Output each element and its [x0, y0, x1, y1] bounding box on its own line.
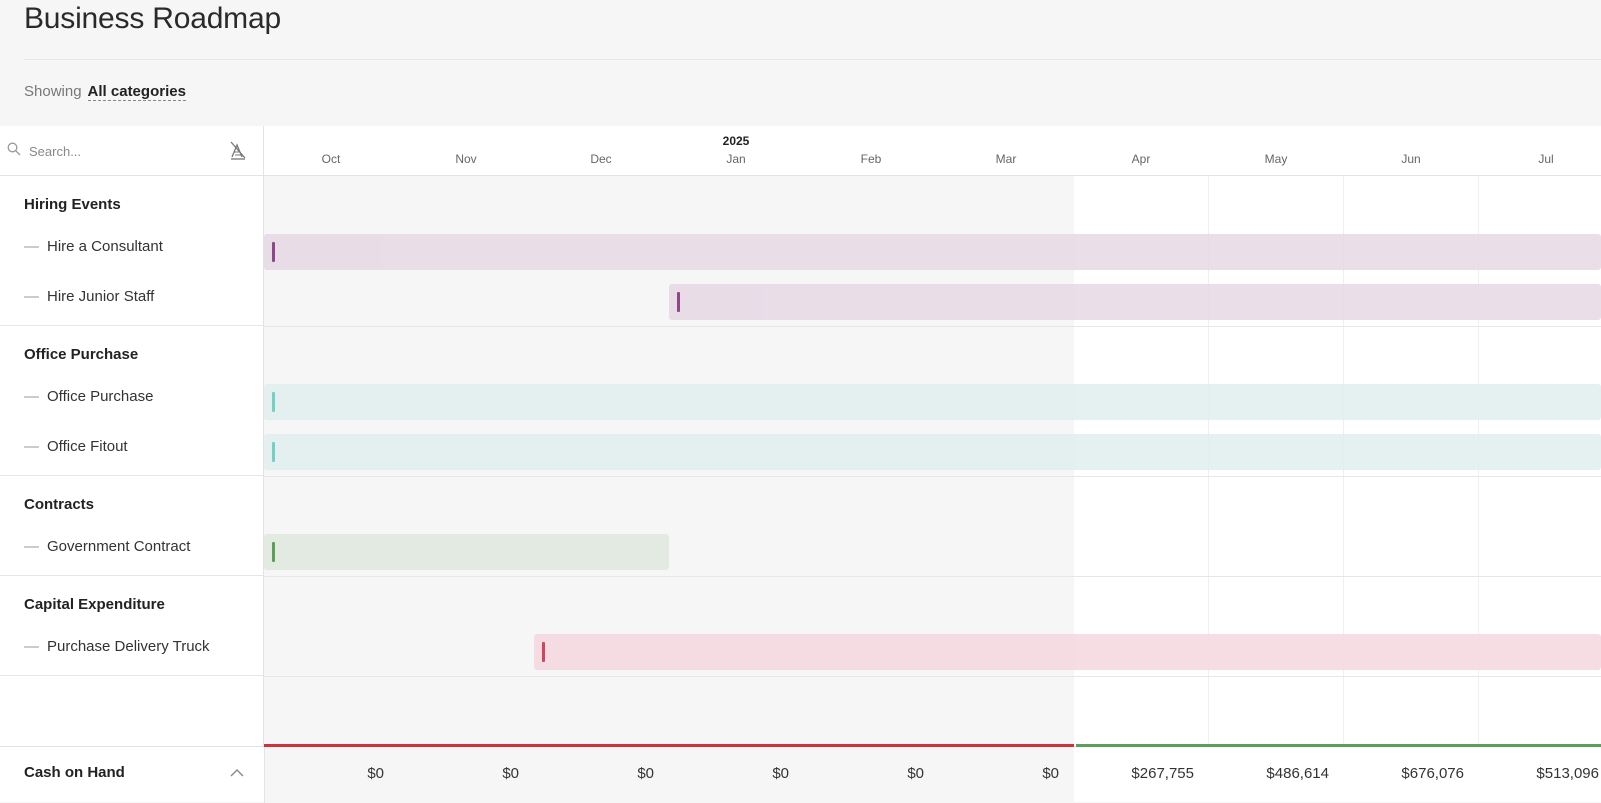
item-label: Hire Junior Staff [47, 288, 155, 305]
category-filter: Showing All categories [24, 83, 186, 101]
list-item[interactable]: — Office Purchase [24, 388, 153, 405]
cash-negative-indicator [264, 744, 1074, 747]
search-input[interactable] [29, 139, 209, 163]
search-bar [0, 126, 264, 176]
cash-divider [264, 747, 265, 803]
cash-value: $267,755 [1131, 765, 1194, 782]
header-divider [24, 59, 1601, 60]
group-title: Hiring Events [24, 196, 121, 213]
cash-value: $0 [637, 765, 654, 782]
item-label: Office Fitout [47, 438, 128, 455]
cash-on-hand-label: Cash on Hand [24, 764, 125, 781]
group-divider [264, 676, 1601, 677]
chevron-up-icon[interactable] [229, 765, 245, 781]
timeline-header: 2025 Oct Nov Dec Jan Feb Mar Apr May Jun… [264, 126, 1601, 176]
page-title: Business Roadmap [24, 2, 281, 35]
cash-on-hand-panel: Cash on Hand $0 $0 $0 $0 $0 $0 $267,755 … [0, 744, 1601, 803]
cash-value: $513,096 [1536, 765, 1599, 782]
cash-value: $0 [907, 765, 924, 782]
dash-icon: — [24, 388, 39, 405]
dash-icon: — [24, 288, 39, 305]
cash-value: $676,076 [1401, 765, 1464, 782]
search-icon [7, 142, 21, 156]
month-label: Mar [995, 152, 1017, 166]
event-start-marker [677, 292, 680, 312]
group-divider [264, 576, 1601, 577]
list-item[interactable]: — Hire Junior Staff [24, 288, 154, 305]
page-header: Business Roadmap Showing All categories [0, 0, 1601, 126]
month-label: Oct [321, 152, 341, 166]
cash-positive-indicator [1076, 744, 1601, 747]
month-label: Apr [1131, 152, 1151, 166]
list-item[interactable]: — Office Fitout [24, 438, 128, 455]
month-label: May [1264, 152, 1288, 166]
group-capital-expenditure: Capital Expenditure — Purchase Delivery T… [0, 576, 264, 676]
group-hiring-events: Hiring Events — Hire a Consultant — Hire J… [0, 176, 264, 326]
timeline: 2025 Oct Nov Dec Jan Feb Mar Apr May Jun… [264, 126, 1601, 802]
event-bar-government-contract[interactable] [264, 534, 669, 570]
group-divider [264, 476, 1601, 477]
item-label: Hire a Consultant [47, 238, 163, 255]
event-bar-purchase-delivery-truck[interactable] [534, 634, 1601, 670]
group-title: Office Purchase [24, 346, 139, 363]
cash-value: $0 [772, 765, 789, 782]
dash-icon: — [24, 438, 39, 455]
clear-filter-icon[interactable] [228, 139, 248, 161]
cash-value: $0 [367, 765, 384, 782]
group-title: Capital Expenditure [24, 596, 165, 613]
category-filter-dropdown[interactable]: All categories [87, 83, 186, 101]
month-label: Nov [455, 152, 477, 166]
event-start-marker [272, 542, 275, 562]
event-bar-office-fitout[interactable] [264, 434, 1601, 470]
cash-value: $0 [502, 765, 519, 782]
event-start-marker [272, 392, 275, 412]
month-label: Jan [726, 152, 746, 166]
month-label: Jul [1538, 152, 1554, 166]
cash-value: $486,614 [1266, 765, 1329, 782]
group-divider [264, 326, 1601, 327]
list-item[interactable]: — Purchase Delivery Truck [24, 638, 210, 655]
year-label: 2025 [722, 134, 750, 148]
event-bar-hire-junior-staff[interactable] [669, 284, 1601, 320]
group-title: Contracts [24, 496, 95, 513]
item-label: Purchase Delivery Truck [47, 638, 210, 655]
group-office-purchase: Office Purchase — Office Purchase — Office… [0, 326, 264, 476]
item-label: Office Purchase [47, 388, 154, 405]
dash-icon: — [24, 638, 39, 655]
event-bar-office-purchase[interactable] [264, 384, 1601, 420]
cash-past-shade [264, 747, 1074, 803]
month-label: Dec [590, 152, 612, 166]
month-label: Feb [860, 152, 882, 166]
month-label: Jun [1401, 152, 1421, 166]
event-start-marker [542, 642, 545, 662]
item-label: Government Contract [47, 538, 191, 555]
group-contracts: Contracts — Government Contract [0, 476, 264, 576]
cash-value: $0 [1042, 765, 1059, 782]
event-start-marker [272, 242, 275, 262]
event-start-marker [272, 442, 275, 462]
filter-label: Showing [24, 83, 82, 100]
list-item[interactable]: — Government Contract [24, 538, 190, 555]
dash-icon: — [24, 538, 39, 555]
sidebar: Hiring Events — Hire a Consultant — Hire J… [0, 126, 264, 802]
event-bar-hire-consultant[interactable] [264, 234, 1601, 270]
list-item[interactable]: — Hire a Consultant [24, 238, 163, 255]
dash-icon: — [24, 238, 39, 255]
